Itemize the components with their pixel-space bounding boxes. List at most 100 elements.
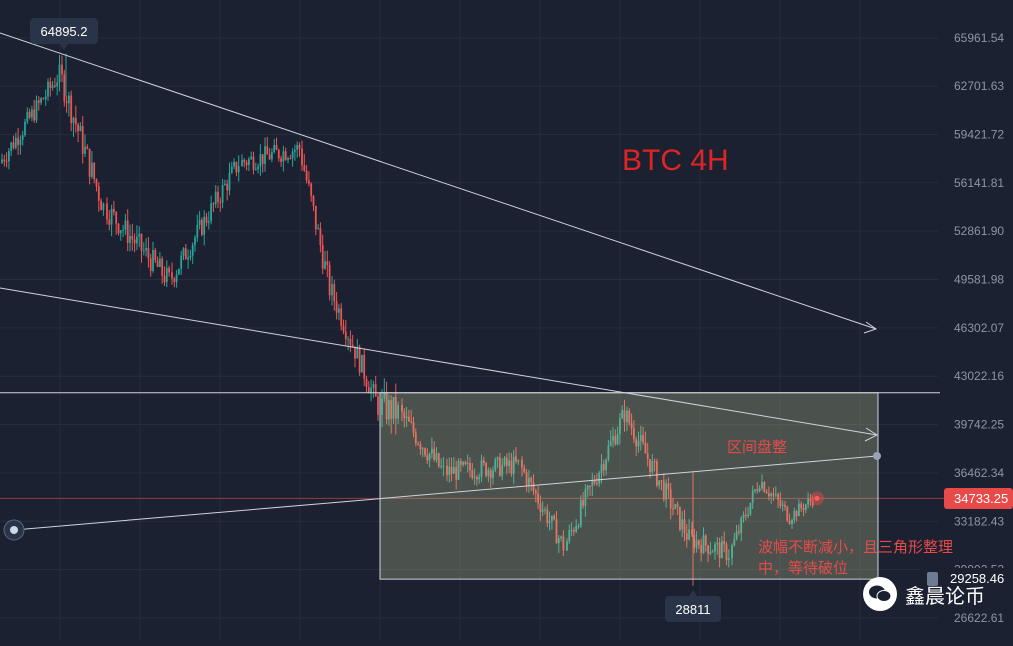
- candle-body: [8, 150, 10, 162]
- candle-body: [570, 529, 573, 531]
- candle-body: [725, 544, 728, 560]
- candle-body: [340, 308, 343, 326]
- candle-body: [482, 460, 485, 464]
- candle-body: [219, 201, 222, 203]
- candle-body: [149, 258, 152, 271]
- candle-body: [19, 139, 22, 145]
- candle-body: [433, 448, 436, 460]
- y-tick-label: 36462.34: [954, 466, 1004, 480]
- candle-body: [370, 387, 372, 394]
- candle-body: [521, 459, 523, 468]
- candle-body: [289, 158, 292, 160]
- wechat-icon: [863, 577, 897, 611]
- candle-body: [56, 82, 59, 87]
- candle-body: [707, 545, 709, 554]
- candle-body: [365, 378, 368, 387]
- candle-body: [455, 467, 458, 480]
- candle-body: [466, 462, 469, 465]
- candle-body: [196, 224, 199, 238]
- candle-body: [72, 117, 75, 124]
- y-tick-label: 59421.72: [954, 127, 1004, 141]
- candle-body: [532, 482, 535, 491]
- candle-body: [264, 146, 266, 164]
- candle-body: [598, 472, 601, 484]
- candle-body: [555, 519, 558, 544]
- candle-body: [437, 453, 440, 467]
- candle-body: [331, 284, 333, 296]
- candle-body: [168, 267, 170, 273]
- candle-body: [77, 124, 79, 132]
- candle-body: [252, 156, 255, 170]
- candle-body: [410, 421, 413, 423]
- current-price-tag: 34733.25: [944, 488, 1013, 509]
- candle-body: [740, 517, 743, 533]
- candle-body: [718, 542, 721, 559]
- candle-body: [798, 503, 800, 517]
- candle-body: [257, 166, 259, 170]
- candle-body: [589, 485, 591, 487]
- candle-body: [358, 346, 361, 373]
- candle-body: [182, 248, 185, 256]
- candle-body: [235, 162, 238, 173]
- candle-body: [478, 476, 481, 480]
- candle-body: [180, 255, 183, 269]
- candle-body: [646, 453, 649, 460]
- candle-body: [385, 392, 388, 420]
- candle-body: [273, 144, 276, 153]
- candle-body: [291, 151, 294, 159]
- candle-body: [405, 416, 408, 419]
- candle-body: [700, 544, 703, 554]
- candle-body: [582, 500, 584, 506]
- candle-body: [394, 396, 397, 419]
- candle-body: [786, 506, 789, 521]
- candle-body: [142, 250, 145, 252]
- candle-body: [335, 301, 338, 313]
- candle-body: [408, 416, 410, 422]
- candle-body: [37, 100, 40, 103]
- candle-body: [110, 208, 113, 225]
- candle-body: [523, 467, 526, 473]
- candle-body: [84, 146, 86, 154]
- candle-body: [534, 490, 537, 494]
- candle-body: [175, 274, 178, 283]
- candle-body: [626, 410, 628, 423]
- candle-body: [126, 220, 129, 243]
- candle-body: [747, 514, 749, 517]
- candle-body: [691, 529, 693, 535]
- candle-body: [312, 195, 315, 206]
- candle-body: [417, 443, 419, 445]
- candle-body: [24, 121, 26, 136]
- candle-body: [298, 145, 301, 149]
- candle-body: [70, 95, 73, 124]
- candle-body: [42, 98, 45, 100]
- lower-trendline-end: [873, 452, 881, 460]
- candle-body: [47, 81, 49, 97]
- upper-trendline: [0, 32, 877, 330]
- candle-body: [635, 439, 638, 447]
- candle-body: [356, 346, 359, 359]
- candle-body: [88, 148, 91, 177]
- candle-body: [596, 483, 598, 485]
- candle-body: [124, 220, 127, 230]
- candle-body: [733, 539, 736, 546]
- high-callout: 64895.2: [30, 18, 98, 50]
- candle-body: [633, 428, 635, 440]
- candle-body: [711, 551, 714, 553]
- candle-body: [676, 504, 679, 507]
- y-tick-label: 49581.98: [954, 272, 1004, 286]
- candle-body: [586, 485, 589, 490]
- candle-body: [473, 476, 476, 478]
- candle-body: [243, 159, 246, 163]
- candle-body: [476, 476, 478, 480]
- candle-body: [354, 346, 356, 359]
- candle-body: [261, 154, 264, 164]
- candle-body: [791, 520, 793, 524]
- candle-body: [781, 504, 784, 506]
- candle-body: [28, 111, 31, 118]
- candle-body: [653, 461, 656, 463]
- candle-body: [614, 436, 617, 445]
- candle-body: [147, 248, 150, 259]
- drawing-anchor-handle[interactable]: [3, 519, 25, 541]
- candle-body: [577, 525, 580, 527]
- candle-body: [254, 169, 257, 171]
